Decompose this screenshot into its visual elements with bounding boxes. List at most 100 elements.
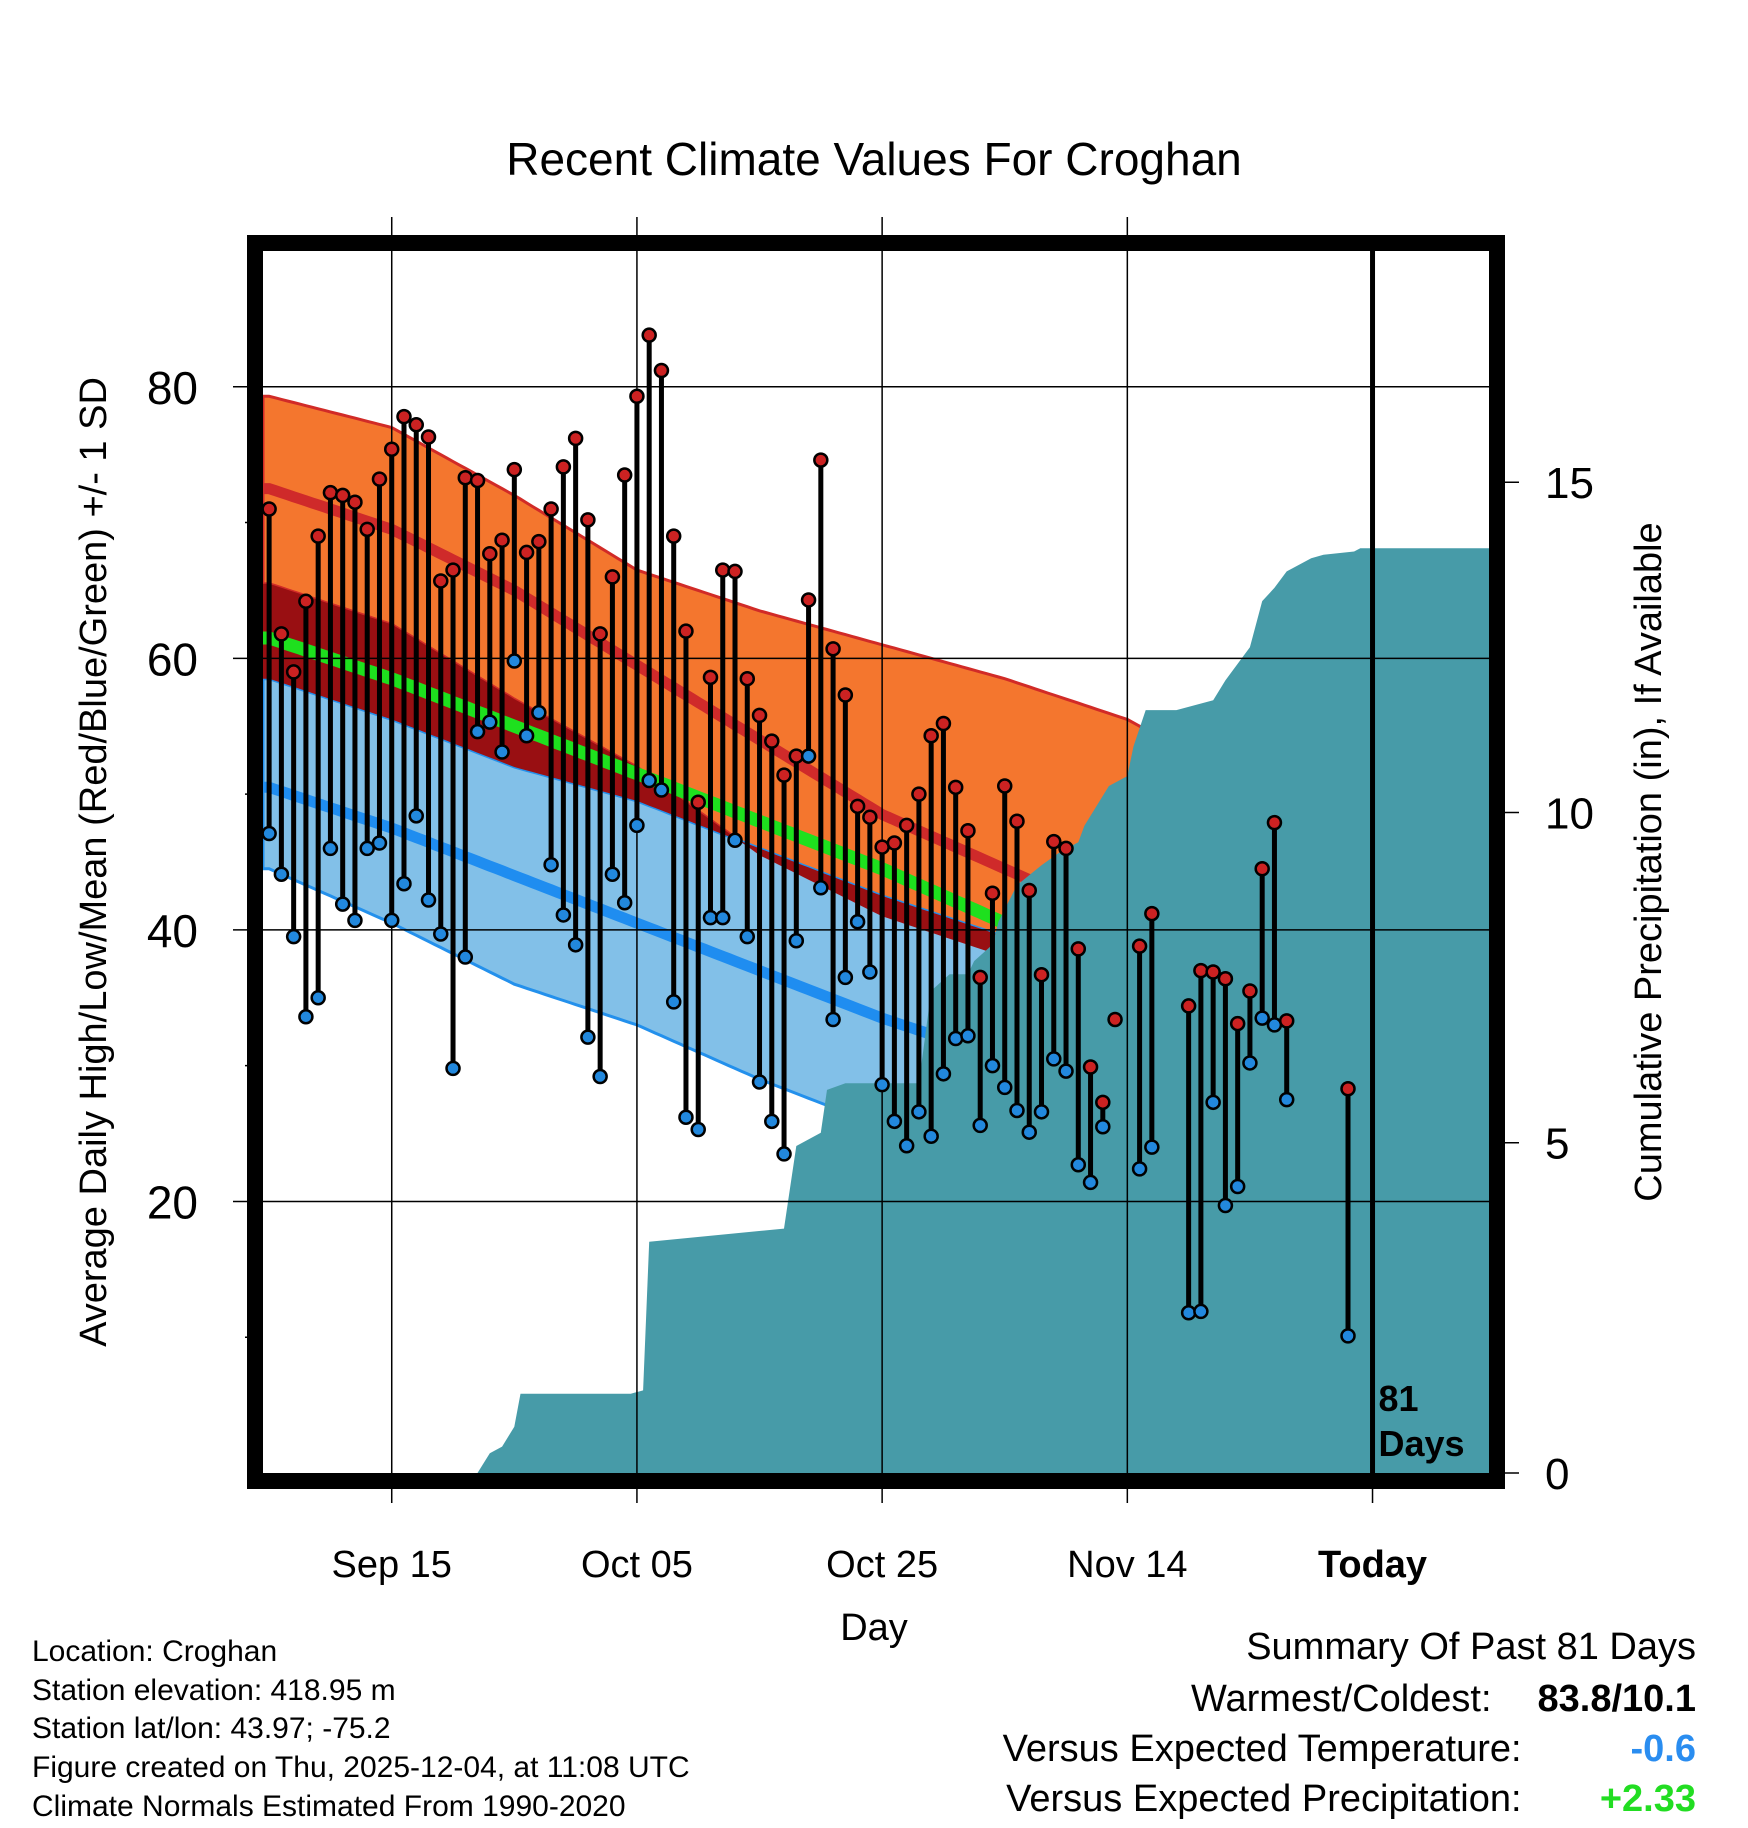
days-word-label: Days — [1379, 1423, 1465, 1464]
daily-high-point — [813, 452, 829, 468]
daily-low-point — [813, 880, 829, 896]
daily-low-point — [996, 1079, 1013, 1096]
daily-low-point — [383, 912, 400, 929]
daily-low-point — [482, 714, 498, 730]
daily-high-point — [1229, 1015, 1246, 1032]
daily-high-point — [1205, 964, 1221, 980]
daily-low-point — [715, 909, 731, 926]
y-right-tick-label: 5 — [1545, 1120, 1569, 1169]
daily-high-point — [1144, 905, 1160, 922]
daily-high-point — [800, 592, 817, 608]
daily-high-point — [518, 544, 535, 561]
summary-temp: Versus Expected Temperature: -0.6 — [1003, 1728, 1696, 1771]
daily-high-point — [457, 469, 474, 486]
daily-high-point — [298, 593, 314, 610]
summary-heading-text: Summary Of Past 81 Days — [1246, 1626, 1696, 1668]
daily-high-point — [408, 417, 424, 433]
daily-high-point — [972, 969, 988, 986]
daily-high-point — [482, 546, 498, 562]
daily-high-point — [690, 794, 706, 811]
daily-low-point — [420, 892, 437, 908]
y-left-tick-label: 60 — [147, 633, 198, 685]
x-tick-label: Oct 25 — [826, 1544, 938, 1586]
daily-high-point — [1193, 962, 1209, 979]
daily-low-point — [641, 772, 657, 789]
footer-location: Location: Croghan — [32, 1635, 278, 1668]
daily-high-point — [1107, 1011, 1123, 1028]
daily-high-point — [1278, 1013, 1295, 1029]
daily-low-point — [408, 808, 424, 824]
daily-low-point — [1144, 1139, 1160, 1155]
daily-low-point — [457, 949, 474, 965]
daily-high-point — [263, 501, 277, 517]
days-count-label: 81 — [1379, 1378, 1419, 1419]
daily-high-point — [911, 786, 927, 802]
daily-high-point — [347, 494, 363, 510]
daily-low-point — [1193, 1303, 1209, 1320]
daily-high-point — [1340, 1080, 1356, 1097]
footer-created: Figure created on Thu, 2025-12-04, at 11… — [32, 1751, 690, 1784]
daily-low-point — [1205, 1094, 1221, 1111]
daily-high-point — [604, 569, 621, 585]
daily-high-point — [751, 707, 768, 724]
y-left-tick-label: 40 — [147, 905, 198, 957]
daily-low-point — [886, 1113, 903, 1130]
daily-low-point — [604, 866, 621, 882]
daily-low-point — [322, 840, 339, 857]
daily-low-point — [629, 817, 645, 834]
daily-low-point — [396, 875, 412, 892]
daily-low-point — [800, 748, 817, 764]
daily-high-point — [923, 727, 939, 744]
daily-low-point — [764, 1113, 780, 1130]
daily-high-point — [1046, 833, 1062, 850]
daily-high-point — [1217, 971, 1234, 987]
daily-low-point — [874, 1076, 890, 1093]
daily-high-point — [555, 459, 572, 475]
daily-low-point — [751, 1074, 768, 1090]
footer-normals: Climate Normals Estimated From 1990-2020 — [32, 1790, 626, 1823]
daily-high-point — [273, 626, 290, 642]
daily-low-point — [334, 896, 351, 912]
summary-precip: Versus Expected Precipitation: +2.33 — [1006, 1778, 1696, 1821]
daily-high-point — [334, 487, 351, 504]
daily-low-point — [690, 1121, 706, 1138]
daily-high-point — [445, 562, 461, 578]
daily-high-point — [1070, 941, 1087, 957]
daily-low-point — [285, 928, 302, 945]
daily-high-point — [665, 528, 682, 544]
warm-cold-label: Warmest/Coldest: — [1190, 1678, 1492, 1720]
y-right-tick-label: 0 — [1545, 1450, 1569, 1499]
daily-low-point — [1217, 1197, 1234, 1214]
daily-high-point — [702, 669, 719, 686]
daily-high-point — [567, 430, 584, 447]
daily-low-point — [837, 969, 854, 986]
daily-low-point — [1278, 1091, 1295, 1108]
daily-high-point — [727, 563, 743, 580]
daily-low-point — [580, 1029, 596, 1045]
daily-high-point — [935, 715, 952, 732]
daily-low-point — [1033, 1104, 1050, 1120]
daily-high-point — [1058, 840, 1074, 857]
daily-high-point — [310, 528, 326, 544]
daily-low-point — [433, 926, 449, 942]
summary-heading: Summary Of Past 81 Days — [1246, 1626, 1696, 1669]
daily-low-point — [1070, 1157, 1087, 1173]
daily-high-point — [837, 687, 854, 703]
daily-high-point — [996, 778, 1013, 794]
daily-high-point — [1033, 966, 1050, 983]
daily-low-point — [1046, 1051, 1062, 1067]
daily-high-point — [494, 532, 510, 548]
daily-high-point — [862, 809, 878, 825]
daily-low-point — [359, 840, 375, 857]
daily-high-point — [580, 512, 596, 528]
daily-high-point — [396, 408, 412, 425]
daily-low-point — [678, 1109, 694, 1126]
footer-latlon: Station lat/lon: 43.97; -75.2 — [32, 1712, 391, 1745]
daily-high-point — [653, 362, 670, 379]
daily-high-point — [947, 779, 964, 796]
daily-low-point — [567, 937, 584, 953]
daily-high-point — [984, 885, 1001, 901]
footer-elevation: Station elevation: 418.95 m — [32, 1674, 396, 1707]
y-right-tick-label: 15 — [1545, 459, 1594, 508]
